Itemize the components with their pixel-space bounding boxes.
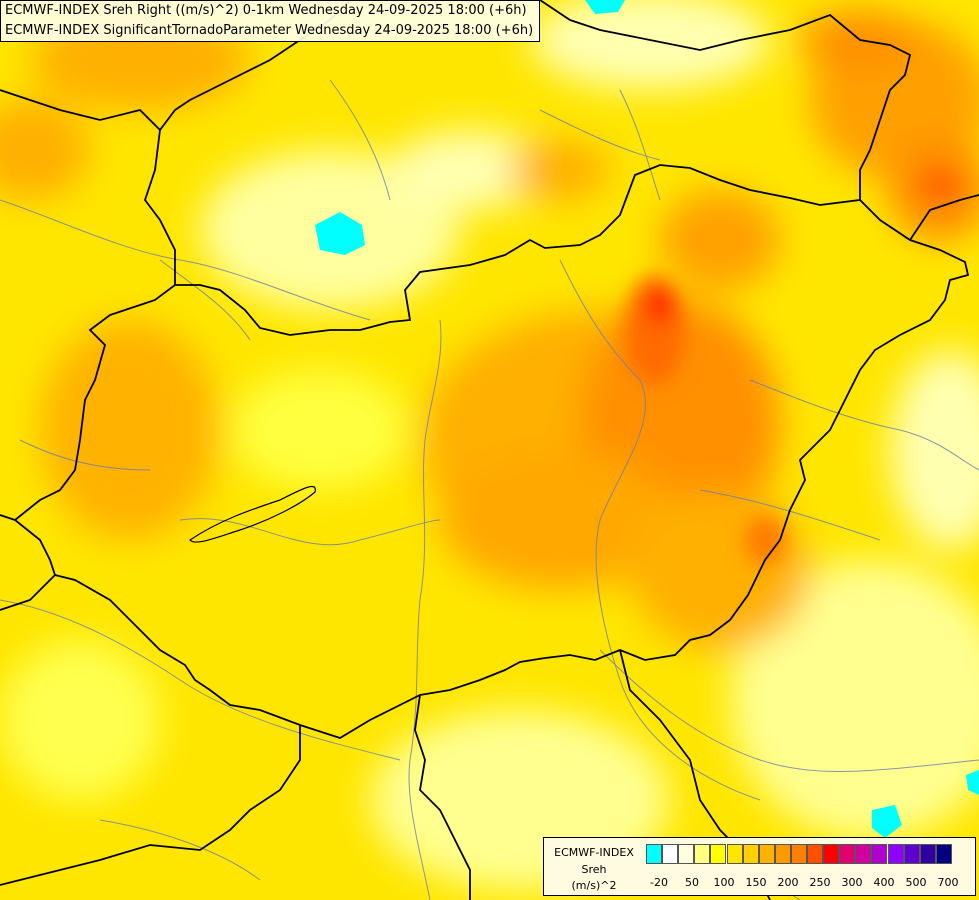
legend-swatch <box>662 844 679 864</box>
cyan-patch <box>315 212 365 255</box>
rivers <box>0 79 979 900</box>
legend-swatch <box>646 844 662 864</box>
legend-tick-label: 400 <box>873 876 895 889</box>
legend-swatch <box>823 844 840 864</box>
title-line-1: ECMWF-INDEX Sreh Right ((m/s)^2) 0-1km W… <box>5 3 527 18</box>
legend-unit-label: (m/s)^2 <box>571 879 617 892</box>
cyan-patch <box>966 770 979 795</box>
legend-tick-label: 250 <box>809 876 831 889</box>
legend-swatch <box>871 844 888 864</box>
legend-tick-label: -20 <box>650 876 668 889</box>
legend-swatch <box>726 844 743 864</box>
legend-model-label: ECMWF-INDEX <box>554 846 634 859</box>
legend-swatch <box>919 844 936 864</box>
legend-tick-label: 50 <box>685 876 699 889</box>
title-box: ECMWF-INDEX Sreh Right ((m/s)^2) 0-1km W… <box>0 0 540 42</box>
legend-swatch <box>758 844 775 864</box>
legend-swatch <box>790 844 807 864</box>
lake-balaton <box>189 486 316 543</box>
legend-tick-label: 500 <box>905 876 927 889</box>
legend-param-label: Sreh <box>581 863 607 876</box>
legend-swatch <box>839 844 856 864</box>
color-legend: ECMWF-INDEX Sreh (m/s)^2 -20 50 100 150 200 2… <box>543 837 976 896</box>
legend-swatch <box>887 844 904 864</box>
legend-tick-label: 300 <box>841 876 863 889</box>
legend-swatch <box>774 844 791 864</box>
legend-swatch <box>903 844 920 864</box>
legend-swatch <box>807 844 823 864</box>
legend-swatch <box>694 844 711 864</box>
cyan-patch <box>585 0 625 14</box>
legend-swatch <box>678 844 695 864</box>
legend-tick-label: 200 <box>777 876 799 889</box>
legend-tick-label: 100 <box>713 876 735 889</box>
legend-swatch <box>742 844 759 864</box>
legend-swatch <box>935 844 952 864</box>
legend-tick-label: 150 <box>745 876 767 889</box>
legend-tick-label: 700 <box>937 876 959 889</box>
legend-swatch <box>710 844 727 864</box>
sreh-max <box>646 287 674 323</box>
title-line-2: ECMWF-INDEX SignificantTornadoParameter … <box>5 23 534 38</box>
legend-swatch <box>855 844 872 864</box>
cyan-patch <box>872 805 902 838</box>
